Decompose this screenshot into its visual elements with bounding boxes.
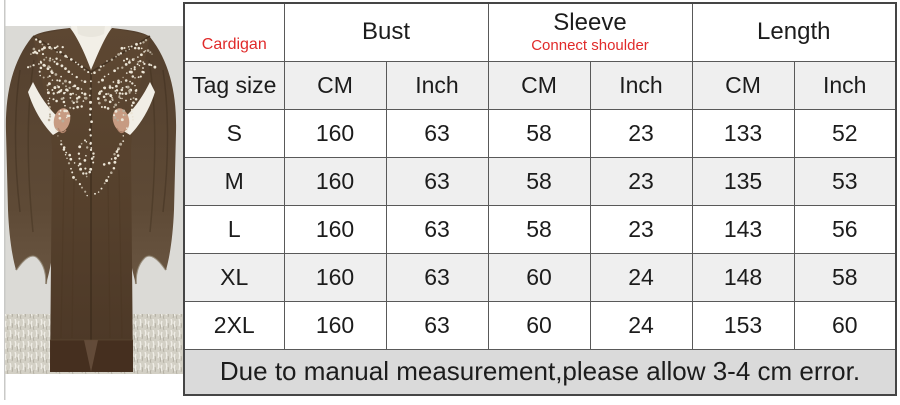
group-header-row: Cardigan Bust Sleeve Connect shoulder Le… (183, 2, 897, 62)
cell-value: 63 (385, 108, 489, 158)
cell-value: 160 (283, 108, 387, 158)
cell-value: 24 (589, 252, 693, 302)
size-table: Cardigan Bust Sleeve Connect shoulder Le… (183, 2, 897, 396)
cell-value: 23 (589, 108, 693, 158)
measurement-note: Due to manual measurement,please allow 3… (183, 348, 897, 396)
unit-header-row: Tag size CM Inch CM Inch CM Inch (183, 60, 897, 110)
cell-value: 153 (691, 300, 795, 350)
unit-header: CM (487, 60, 591, 110)
cell-value: 60 (487, 300, 591, 350)
size-label: 2XL (183, 300, 285, 350)
cell-value: 58 (487, 108, 591, 158)
group-sleeve: Sleeve Connect shoulder (487, 2, 693, 62)
cell-value: 23 (589, 204, 693, 254)
cell-value: 148 (691, 252, 795, 302)
size-label: S (183, 108, 285, 158)
cell-value: 53 (793, 156, 897, 206)
cell-value: 63 (385, 300, 489, 350)
cell-value: 160 (283, 204, 387, 254)
corner-header: Tag size (183, 60, 285, 110)
unit-header: Inch (385, 60, 489, 110)
cell-value: 60 (487, 252, 591, 302)
size-label: L (183, 204, 285, 254)
cell-value: 160 (283, 300, 387, 350)
product-photo-illustration (0, 0, 183, 400)
cell-value: 63 (385, 156, 489, 206)
size-table-pane: Cardigan Bust Sleeve Connect shoulder Le… (183, 2, 897, 396)
product-photo (0, 0, 183, 400)
group-length: Length (691, 2, 897, 62)
cell-value: 63 (385, 204, 489, 254)
cell-value: 58 (793, 252, 897, 302)
cell-value: 160 (283, 156, 387, 206)
size-label: XL (183, 252, 285, 302)
size-label: M (183, 156, 285, 206)
cell-value: 58 (487, 204, 591, 254)
unit-header: CM (283, 60, 387, 110)
group-bust: Bust (283, 2, 489, 62)
cell-value: 160 (283, 252, 387, 302)
table-row-2xl: 2XL 160 63 60 24 153 60 (183, 300, 897, 350)
cell-value: 135 (691, 156, 795, 206)
bust-label: Bust (361, 18, 411, 46)
length-label: Length (757, 18, 831, 46)
table-row-m: M 160 63 58 23 135 53 (183, 156, 897, 206)
cell-value: 60 (793, 300, 897, 350)
product-label: Cardigan (201, 35, 267, 53)
cell-value: 56 (793, 204, 897, 254)
inner-top (71, 26, 111, 73)
cell-value: 58 (487, 156, 591, 206)
cell-value: 52 (793, 108, 897, 158)
table-row-xl: XL 160 63 60 24 148 58 (183, 252, 897, 302)
cell-value: 63 (385, 252, 489, 302)
unit-header: Inch (793, 60, 897, 110)
cell-value: 23 (589, 156, 693, 206)
product-label-cell: Cardigan (183, 2, 285, 62)
measurement-note-row: Due to manual measurement,please allow 3… (183, 348, 897, 396)
bead-dots (27, 38, 157, 197)
cell-value: 133 (691, 108, 795, 158)
cell-value: 24 (589, 300, 693, 350)
sleeve-sublabel: Connect shoulder (531, 37, 649, 55)
cell-value: 143 (691, 204, 795, 254)
unit-header: CM (691, 60, 795, 110)
table-row-s: S 160 63 58 23 133 52 (183, 108, 897, 158)
unit-header: Inch (589, 60, 693, 110)
sleeve-label: Sleeve (553, 8, 627, 36)
table-row-l: L 160 63 58 23 143 56 (183, 204, 897, 254)
